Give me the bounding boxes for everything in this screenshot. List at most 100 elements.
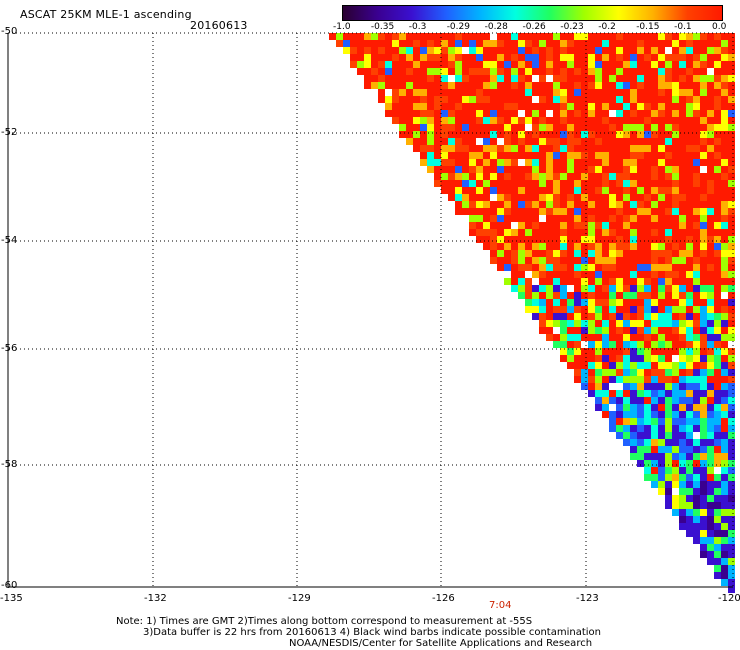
swath-cell <box>637 68 644 75</box>
swath-cell <box>637 460 644 467</box>
swath-cell <box>511 236 518 243</box>
swath-cell <box>721 376 728 383</box>
swath-cell <box>511 187 518 194</box>
swath-cell <box>595 285 602 292</box>
swath-cell <box>539 180 546 187</box>
swath-cell <box>651 229 658 236</box>
swath-cell <box>728 292 735 299</box>
swath-cell <box>609 411 616 418</box>
swath-cell <box>567 117 574 124</box>
swath-cell <box>455 194 462 201</box>
swath-cell <box>532 257 539 264</box>
swath-cell <box>588 285 595 292</box>
swath-cell <box>686 306 693 313</box>
swath-cell <box>693 173 700 180</box>
swath-cell <box>672 495 679 502</box>
swath-cell <box>644 54 651 61</box>
swath-cell <box>413 33 420 40</box>
swath-cell <box>623 285 630 292</box>
swath-cell <box>357 33 364 40</box>
swath-cell <box>721 124 728 131</box>
swath-cell <box>497 264 504 271</box>
colorbar-label: 0.0 <box>712 22 727 32</box>
swath-cell <box>581 257 588 264</box>
swath-cell <box>434 180 441 187</box>
swath-cell <box>700 306 707 313</box>
swath-cell <box>546 201 553 208</box>
swath-cell <box>602 103 609 110</box>
swath-cell <box>609 236 616 243</box>
swath-cell <box>420 89 427 96</box>
swath-cell <box>525 33 532 40</box>
swath-cell <box>658 159 665 166</box>
swath-cell <box>595 250 602 257</box>
swath-cell <box>441 159 448 166</box>
swath-cell <box>686 40 693 47</box>
swath-cell <box>623 208 630 215</box>
swath-cell <box>588 96 595 103</box>
swath-cell <box>728 348 735 355</box>
swath-cell <box>413 117 420 124</box>
swath-cell <box>567 33 574 40</box>
swath-cell <box>560 194 567 201</box>
swath-cell <box>672 271 679 278</box>
swath-cell <box>490 82 497 89</box>
swath-cell <box>532 243 539 250</box>
swath-cell <box>504 257 511 264</box>
swath-cell <box>511 89 518 96</box>
swath-cell <box>623 180 630 187</box>
swath-cell <box>483 208 490 215</box>
swath-cell <box>679 334 686 341</box>
swath-cell <box>532 103 539 110</box>
swath-cell <box>679 355 686 362</box>
swath-cell <box>707 418 714 425</box>
swath-cell <box>644 355 651 362</box>
swath-cell <box>581 131 588 138</box>
swath-cell <box>700 229 707 236</box>
swath-cell <box>616 292 623 299</box>
swath-cell <box>504 145 511 152</box>
swath-cell <box>714 390 721 397</box>
swath-cell <box>469 229 476 236</box>
swath-cell <box>707 68 714 75</box>
swath-cell <box>693 96 700 103</box>
swath-cell <box>525 54 532 61</box>
swath-cell <box>672 236 679 243</box>
swath-cell <box>539 159 546 166</box>
swath-cell <box>539 61 546 68</box>
swath-cell <box>686 166 693 173</box>
swath-cell <box>385 110 392 117</box>
swath-cell <box>378 54 385 61</box>
swath-cell <box>595 404 602 411</box>
swath-cell <box>672 481 679 488</box>
swath-cell <box>567 68 574 75</box>
note-line-1: Note: 1) Times are GMT 2)Times along bot… <box>116 616 533 627</box>
swath-cell <box>581 313 588 320</box>
swath-cell <box>490 138 497 145</box>
swath-cell <box>574 229 581 236</box>
swath-cell <box>441 138 448 145</box>
swath-cell <box>602 404 609 411</box>
swath-cell <box>448 40 455 47</box>
swath-cell <box>490 250 497 257</box>
swath-cell <box>602 173 609 180</box>
swath-cell <box>546 236 553 243</box>
swath-cell <box>707 131 714 138</box>
swath-cell <box>651 341 658 348</box>
swath-cell <box>602 215 609 222</box>
swath-cell <box>483 166 490 173</box>
swath-cell <box>427 138 434 145</box>
swath-cell <box>686 54 693 61</box>
swath-cell <box>665 159 672 166</box>
swath-cell <box>595 320 602 327</box>
swath-cell <box>707 306 714 313</box>
swath-cell <box>595 124 602 131</box>
swath-cell <box>623 131 630 138</box>
swath-cell <box>637 166 644 173</box>
swath-cell <box>525 215 532 222</box>
swath-cell <box>707 313 714 320</box>
swath-cell <box>560 103 567 110</box>
swath-cell <box>665 376 672 383</box>
swath-cell <box>609 243 616 250</box>
swath-cell <box>721 572 728 579</box>
